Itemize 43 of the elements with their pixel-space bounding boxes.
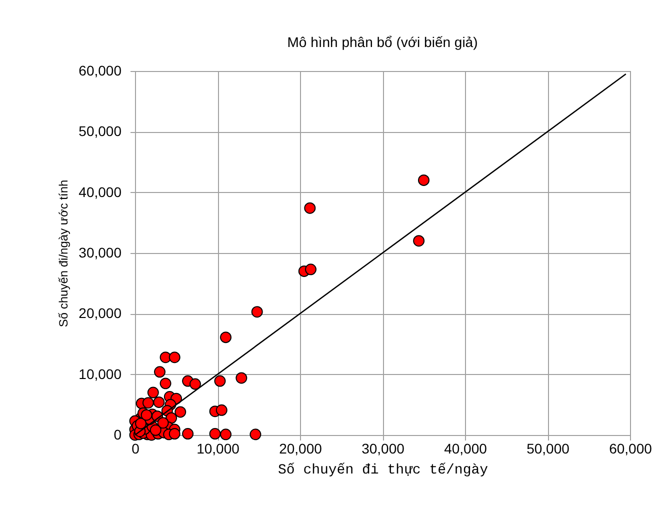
y-tick-label: 40,000 bbox=[78, 184, 122, 200]
point bbox=[220, 428, 232, 440]
point bbox=[150, 424, 162, 436]
point bbox=[182, 428, 194, 440]
chart-title: Mô hình phân bổ (với biến giả) bbox=[287, 34, 478, 50]
point bbox=[220, 332, 232, 344]
x-tick-label: 10,000 bbox=[196, 440, 240, 456]
point bbox=[154, 366, 166, 378]
x-tick-label: 40,000 bbox=[444, 440, 488, 456]
y-tick-label: 20,000 bbox=[78, 305, 122, 322]
x-tick-label: 0 bbox=[132, 440, 140, 456]
point bbox=[216, 404, 228, 416]
y-tick-label: 50,000 bbox=[78, 123, 122, 140]
point bbox=[209, 428, 221, 440]
point bbox=[418, 174, 430, 186]
point bbox=[168, 352, 180, 364]
y-tick-label: 10,000 bbox=[78, 366, 122, 382]
point bbox=[189, 378, 201, 390]
x-tick-label: 20,000 bbox=[279, 440, 322, 456]
point bbox=[174, 406, 186, 418]
point bbox=[140, 409, 152, 421]
x-tick-label: 60,000 bbox=[609, 440, 652, 456]
y-tick-label: 30,000 bbox=[78, 244, 122, 260]
point bbox=[157, 417, 169, 429]
point bbox=[304, 264, 316, 276]
point bbox=[153, 396, 165, 408]
point bbox=[135, 418, 147, 430]
point bbox=[251, 306, 263, 318]
point bbox=[236, 372, 248, 384]
x-tick-label: 50,000 bbox=[526, 440, 570, 456]
point bbox=[304, 202, 316, 214]
point bbox=[168, 428, 180, 440]
x-tick-label: 30,000 bbox=[362, 440, 405, 456]
y-axis-title: Số chuyến đi/ngày ước tính bbox=[56, 180, 71, 328]
point bbox=[214, 375, 226, 387]
point bbox=[160, 378, 172, 390]
y-tick-label: 60,000 bbox=[78, 62, 122, 78]
y-tick-label: 0 bbox=[114, 426, 122, 442]
point bbox=[147, 386, 159, 398]
point bbox=[142, 397, 154, 409]
x-axis-title: Số chuyến đi thực tế/ngày bbox=[278, 462, 488, 478]
point bbox=[250, 428, 262, 440]
point bbox=[413, 235, 425, 247]
